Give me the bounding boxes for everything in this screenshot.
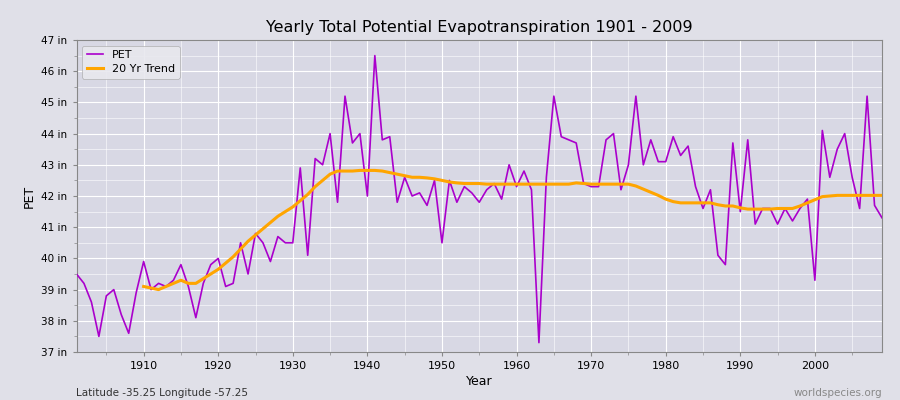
- Text: worldspecies.org: worldspecies.org: [794, 388, 882, 398]
- 20 Yr Trend: [534, 182, 544, 186]
- Text: Latitude -35.25 Longitude -57.25: Latitude -35.25 Longitude -57.25: [76, 388, 248, 398]
- Line: 20 Yr Trend: 20 Yr Trend: [144, 170, 882, 290]
- Title: Yearly Total Potential Evapotranspiration 1901 - 2009: Yearly Total Potential Evapotranspiratio…: [266, 20, 693, 35]
- PET: [511, 184, 522, 189]
- PET: [339, 94, 350, 98]
- 20 Yr Trend: [287, 204, 298, 209]
- PET: [71, 272, 82, 276]
- 20 Yr Trend: [593, 182, 604, 186]
- 20 Yr Trend: [317, 178, 328, 183]
- Line: PET: PET: [76, 56, 882, 343]
- PET: [534, 340, 544, 345]
- 20 Yr Trend: [139, 284, 149, 289]
- PET: [616, 187, 626, 192]
- PET: [369, 53, 380, 58]
- 20 Yr Trend: [854, 193, 865, 198]
- PET: [130, 290, 141, 295]
- PET: [295, 166, 306, 170]
- PET: [877, 216, 887, 220]
- X-axis label: Year: Year: [466, 375, 492, 388]
- 20 Yr Trend: [355, 168, 365, 173]
- 20 Yr Trend: [832, 193, 842, 198]
- Y-axis label: PET: PET: [22, 184, 36, 208]
- PET: [518, 169, 529, 174]
- 20 Yr Trend: [877, 193, 887, 198]
- Legend: PET, 20 Yr Trend: PET, 20 Yr Trend: [82, 46, 180, 79]
- 20 Yr Trend: [153, 287, 164, 292]
